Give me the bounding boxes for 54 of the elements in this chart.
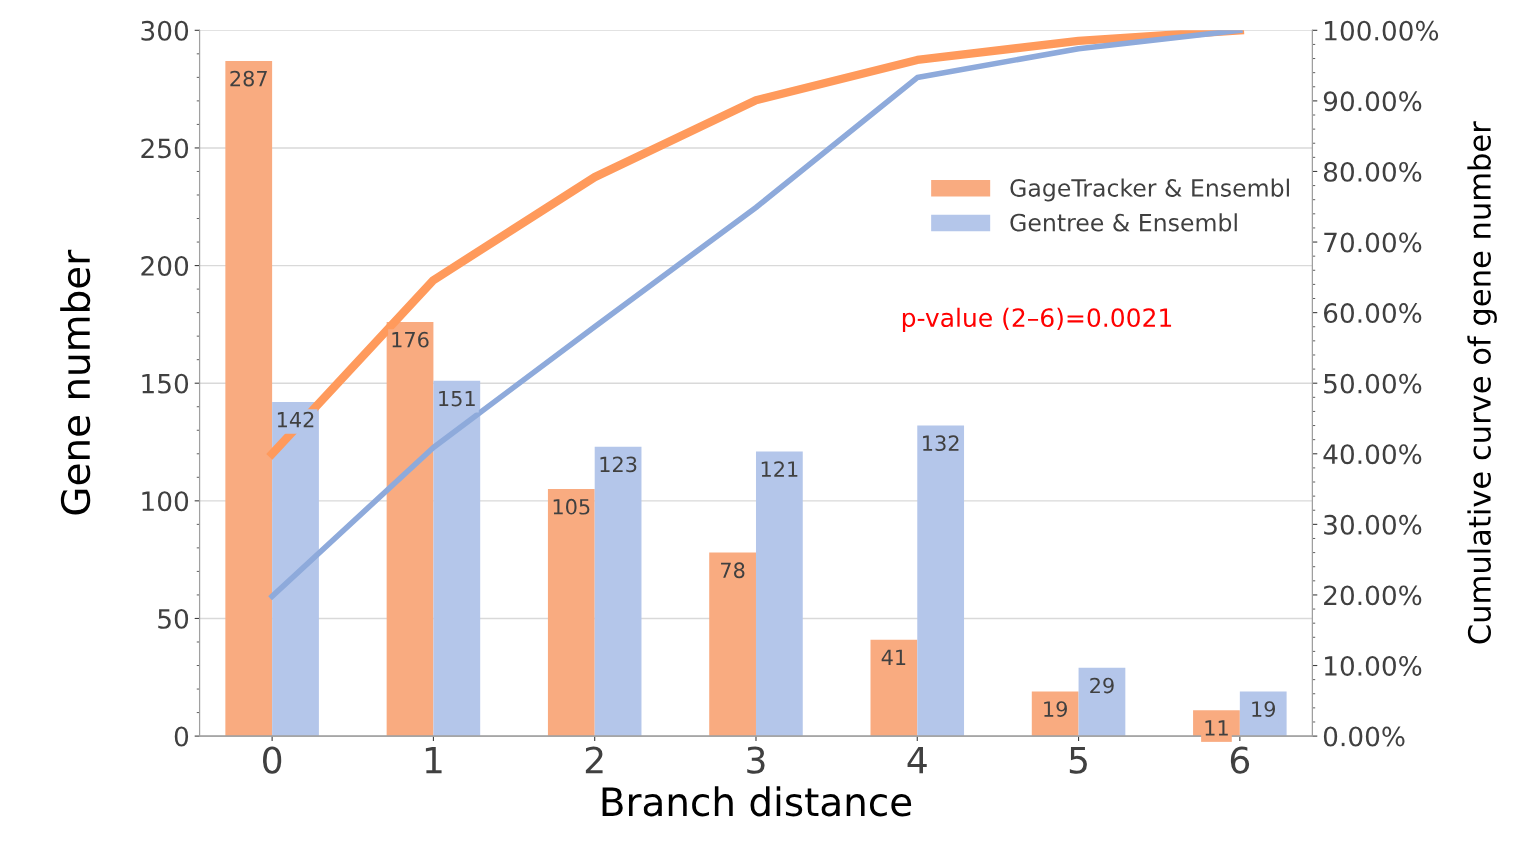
bar [594,446,642,737]
data-label: 41 [881,649,906,665]
data-label: 176 [392,331,429,348]
bar [386,322,434,737]
y-tick-label: 200 [141,256,189,276]
legend-label: Gentree & Ensembl [1010,213,1237,232]
data-label: 19 [1252,701,1276,717]
bar [433,380,481,737]
x-tick-label: 6 [1230,746,1250,774]
y2-tick-label: 20.00% [1324,585,1422,606]
x-tick-label: 1 [425,746,442,774]
y2-tick-label: 50.00% [1324,373,1422,394]
bar [917,425,965,737]
y-axis-title: Gene number [60,249,91,515]
data-label: 287 [230,70,267,87]
data-label: 123 [600,456,637,473]
data-label: 11 [1205,720,1228,736]
data-label: 121 [761,461,798,477]
y2-axis-title: Cumulative curve of gene number [1467,121,1497,644]
y-tick-label: 150 [142,373,189,394]
data-label: 132 [923,435,959,452]
x-tick-label: 3 [747,746,765,774]
annotation: p-value (2–6)=0.0021 [902,307,1172,332]
y2-tick-label: 0.00% [1323,726,1405,747]
bar [272,402,319,737]
legend-label: GageTracker & Ensembl [1010,178,1289,202]
y2-tick-label: 70.00% [1324,232,1422,253]
data-label: 29 [1090,677,1114,694]
data-label: 105 [553,498,590,515]
y2-tick-label: 30.00% [1324,514,1422,535]
y2-tick-label: 60.00% [1323,303,1422,324]
y-tick-label: 0 [174,726,189,747]
x-tick-label: 4 [907,746,927,774]
x-tick-label: 5 [1069,746,1087,774]
y-tick-label: 250 [141,138,189,159]
x-axis-title: Branch distance [602,786,912,817]
bar [709,552,756,737]
data-label: 142 [277,411,314,428]
y-tick-label: 100 [142,491,189,512]
bar [225,60,273,737]
y2-tick-label: 10.00% [1325,655,1422,676]
data-label: 19 [1044,701,1067,717]
y2-tick-label: 100.00% [1325,20,1439,41]
x-tick-label: 0 [263,746,282,774]
y2-tick-label: 90.00% [1323,91,1422,112]
bar [755,451,803,737]
data-label: 151 [439,390,475,407]
y2-tick-label: 80.00% [1323,161,1422,182]
y-tick-label: 300 [141,20,189,41]
data-label: 78 [721,562,745,579]
y-tick-label: 50 [158,608,189,629]
bar [547,489,595,737]
y2-tick-label: 40.00% [1323,444,1422,465]
x-tick-label: 2 [585,746,603,774]
